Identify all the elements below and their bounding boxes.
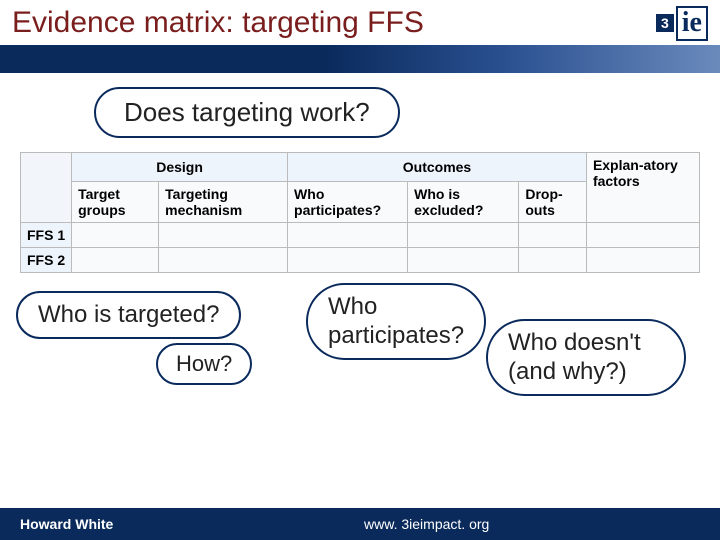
banner-stripe (0, 45, 720, 73)
cell (586, 247, 699, 272)
footer-bar: Howard White www. 3ieimpact. org (0, 508, 720, 540)
col-who-participates: Who participates? (288, 181, 408, 222)
explanatory-header: Explan-atory factors (586, 152, 699, 222)
logo-ie: ie (676, 6, 708, 41)
cell (519, 247, 587, 272)
page-title: Evidence matrix: targeting FFS (12, 6, 424, 40)
logo-number: 3 (656, 14, 674, 32)
cell (288, 222, 408, 247)
footer-url: www. 3ieimpact. org (364, 516, 489, 532)
how-bubble: How? (156, 343, 252, 385)
col-drop-outs: Drop-outs (519, 181, 587, 222)
logo-3ie: 3 ie (656, 6, 708, 41)
who-doesnt-bubble: Who doesn't (and why?) (486, 319, 686, 397)
who-participates-bubble: Who participates? (306, 283, 486, 361)
main-question-bubble: Does targeting work? (94, 87, 400, 138)
outcomes-header: Outcomes (288, 152, 587, 181)
col-targeting-mechanism: Targeting mechanism (159, 181, 288, 222)
cell (159, 222, 288, 247)
cell (72, 222, 159, 247)
cell (586, 222, 699, 247)
col-target-groups: Target groups (72, 181, 159, 222)
who-targeted-bubble: Who is targeted? (16, 291, 241, 339)
cell (72, 247, 159, 272)
footer-author: Howard White (20, 516, 113, 532)
table-row: FFS 2 (21, 247, 700, 272)
cell (288, 247, 408, 272)
cell (408, 247, 519, 272)
table-corner (21, 152, 72, 222)
cell (519, 222, 587, 247)
design-header: Design (72, 152, 288, 181)
col-who-excluded: Who is excluded? (408, 181, 519, 222)
evidence-matrix-table: Design Outcomes Explan-atory factors Tar… (20, 152, 700, 273)
cell (408, 222, 519, 247)
row-label: FFS 2 (21, 247, 72, 272)
row-label: FFS 1 (21, 222, 72, 247)
table-row: FFS 1 (21, 222, 700, 247)
cell (159, 247, 288, 272)
